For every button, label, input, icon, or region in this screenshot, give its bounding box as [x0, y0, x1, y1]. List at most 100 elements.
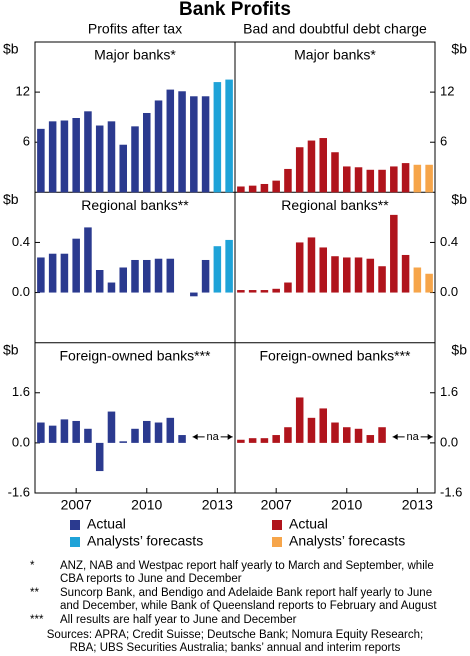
- bar: [331, 256, 339, 293]
- annotation-bg: [404, 430, 421, 443]
- bar: [413, 267, 422, 293]
- bar: [272, 180, 280, 193]
- bar: [107, 121, 116, 193]
- bar: [237, 439, 245, 443]
- bar: [48, 121, 57, 193]
- bar: [295, 242, 304, 293]
- bar: [401, 254, 410, 293]
- unit-label: $b: [451, 41, 467, 57]
- x-tick-label: 2013: [402, 497, 433, 513]
- legend-label: Analysts’ forecasts: [289, 533, 405, 549]
- annotation-arrowhead: [427, 433, 433, 440]
- bar: [166, 258, 175, 293]
- bar: [119, 441, 127, 443]
- bar: [307, 417, 316, 443]
- legend-swatch: [70, 537, 80, 547]
- bar: [319, 247, 327, 293]
- bar: [95, 442, 104, 472]
- unit-label: $b: [3, 191, 19, 207]
- bar: [354, 257, 363, 293]
- bar: [413, 164, 422, 193]
- bar: [284, 282, 292, 293]
- bar: [60, 120, 69, 193]
- bar: [272, 435, 280, 443]
- bar: [119, 144, 127, 193]
- bar: [390, 166, 398, 193]
- bar: [48, 253, 57, 293]
- bar: [260, 438, 269, 443]
- panel-title: Foreign-owned banks***: [60, 347, 212, 363]
- bar: [131, 428, 139, 443]
- note: * ANZ, NAB and Westpac report half yearly…: [0, 560, 470, 586]
- panel-title: Regional banks**: [281, 197, 389, 213]
- annotation-bg: [204, 430, 221, 443]
- bar: [343, 166, 351, 193]
- bar: [354, 428, 363, 443]
- bar: [201, 96, 210, 193]
- y-tick-label: 0.0: [440, 284, 458, 299]
- bar: [119, 267, 127, 293]
- annotation: na: [407, 431, 420, 443]
- bar: [84, 428, 92, 443]
- bar: [378, 427, 386, 443]
- note-mark: ***: [30, 614, 44, 626]
- column-title: Bad and doubtful debt charge: [243, 21, 427, 37]
- notes: * ANZ, NAB and Westpac report half yearly…: [0, 560, 470, 655]
- note-mark: *: [30, 560, 35, 572]
- legend-label: Actual: [289, 516, 328, 532]
- bar: [307, 140, 316, 193]
- bar: [166, 417, 175, 443]
- bar: [225, 239, 233, 293]
- bar: [143, 112, 151, 193]
- bar: [201, 259, 210, 293]
- bar: [107, 411, 116, 443]
- bar: [72, 420, 80, 443]
- note-text: ANZ, NAB and Westpac report half yearly …: [60, 560, 434, 585]
- bar: [213, 82, 222, 193]
- bar: [72, 118, 80, 193]
- x-tick-label: 2007: [61, 497, 92, 513]
- bar: [307, 237, 316, 293]
- bar: [131, 259, 139, 293]
- y-tick-label: 12: [16, 84, 30, 99]
- unit-label: $b: [451, 191, 467, 207]
- note: *** All results are half year to June and…: [0, 614, 470, 627]
- bar: [154, 100, 163, 193]
- bar: [225, 79, 233, 193]
- legend-label: Analysts’ forecasts: [87, 533, 203, 549]
- y-tick-label: 1.6: [440, 384, 458, 399]
- bar: [143, 420, 151, 443]
- bar: [84, 227, 92, 293]
- bar: [343, 427, 351, 443]
- note-mark: **: [30, 587, 39, 599]
- bar: [331, 422, 339, 443]
- annotation-arrowhead: [192, 433, 198, 440]
- bar: [378, 266, 386, 293]
- bar: [366, 435, 375, 443]
- bar: [260, 183, 269, 193]
- bar: [60, 253, 69, 293]
- bar: [366, 258, 375, 293]
- legend-swatch: [272, 537, 282, 547]
- bar: [84, 111, 92, 193]
- bar: [284, 168, 292, 193]
- y-tick-label: 1.6: [12, 384, 30, 399]
- bar: [343, 257, 351, 293]
- bar: [354, 167, 363, 193]
- note: ** Suncorp Bank, and Bendigo and Adelaide…: [0, 587, 470, 613]
- y-tick-label: 6: [23, 134, 30, 149]
- sources: Sources: APRA; Credit Suisse; Deutsche B…: [46, 629, 424, 654]
- y-tick-label: 0.0: [12, 434, 30, 449]
- unit-label: $b: [3, 41, 19, 57]
- bar: [248, 185, 257, 193]
- bar: [37, 422, 45, 443]
- bar: [190, 292, 198, 297]
- x-tick-label: 2013: [202, 497, 233, 513]
- legend-label: Actual: [87, 516, 126, 532]
- bar: [178, 91, 186, 193]
- x-tick-label: 2007: [261, 497, 292, 513]
- bar: [237, 290, 245, 293]
- bar: [131, 126, 139, 193]
- bar: [295, 147, 304, 193]
- bar: [366, 169, 375, 193]
